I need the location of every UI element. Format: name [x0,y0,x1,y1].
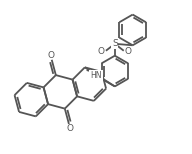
Text: S: S [112,39,118,48]
Text: O: O [47,51,54,60]
Text: HN: HN [91,71,102,80]
Text: O: O [125,47,132,56]
Text: O: O [98,47,105,56]
Text: O: O [67,124,74,133]
